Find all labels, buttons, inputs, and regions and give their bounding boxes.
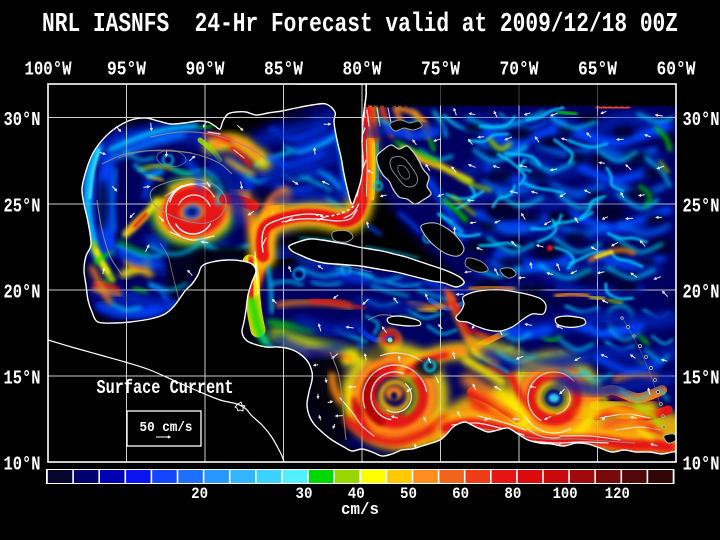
svg-text:80: 80 — [504, 485, 521, 503]
svg-text:NRL IASNFS 24-Hr Forecast val: NRL IASNFS 24-Hr Forecast valid at 2009/… — [42, 10, 678, 40]
svg-text:cm/s: cm/s — [341, 501, 379, 520]
svg-text:50 cm/s: 50 cm/s — [140, 420, 193, 436]
svg-text:70°W: 70°W — [500, 59, 540, 81]
svg-text:60°W: 60°W — [657, 59, 697, 81]
svg-text:10°N: 10°N — [4, 454, 41, 476]
svg-text:15°N: 15°N — [4, 368, 41, 390]
svg-text:15°N: 15°N — [683, 368, 720, 390]
svg-text:20: 20 — [191, 485, 208, 503]
svg-text:80°W: 80°W — [343, 59, 383, 81]
svg-text:95°W: 95°W — [107, 59, 147, 81]
svg-text:20°N: 20°N — [4, 282, 41, 304]
svg-text:25°N: 25°N — [4, 196, 41, 218]
svg-text:10°N: 10°N — [683, 454, 720, 476]
svg-text:50: 50 — [400, 485, 417, 503]
svg-text:20°N: 20°N — [683, 282, 720, 304]
svg-text:100°W: 100°W — [25, 59, 72, 81]
svg-text:75°W: 75°W — [421, 59, 461, 81]
svg-text:30°N: 30°N — [4, 109, 41, 131]
svg-text:120: 120 — [605, 485, 630, 503]
svg-text:100: 100 — [553, 485, 578, 503]
svg-text:40: 40 — [348, 485, 365, 503]
svg-text:85°W: 85°W — [264, 59, 304, 81]
svg-text:90°W: 90°W — [186, 59, 226, 81]
svg-text:65°W: 65°W — [578, 59, 618, 81]
svg-text:30: 30 — [296, 485, 313, 503]
svg-text:30°N: 30°N — [683, 109, 720, 131]
svg-text:60: 60 — [452, 485, 469, 503]
svg-text:Surface Current: Surface Current — [97, 377, 234, 399]
svg-text:25°N: 25°N — [683, 196, 720, 218]
